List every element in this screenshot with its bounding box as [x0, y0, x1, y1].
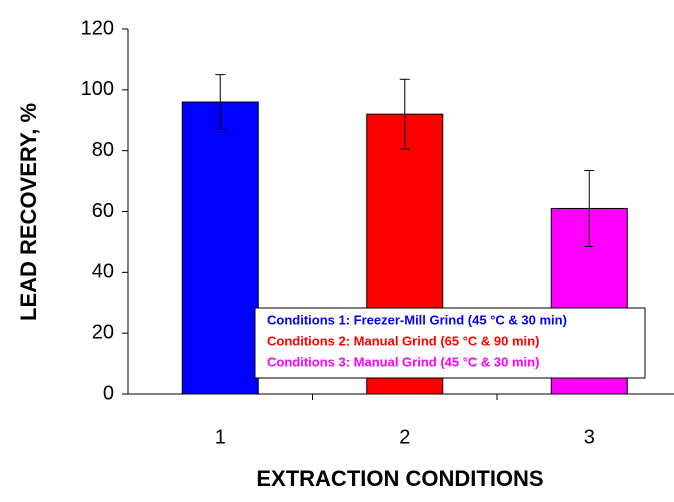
y-tick-label: 60	[92, 200, 114, 222]
y-tick-label: 20	[92, 321, 114, 343]
x-tick-label: 3	[584, 426, 595, 448]
bar	[181, 101, 259, 395]
y-tick-label: 120	[81, 17, 114, 39]
x-tick-label: 1	[215, 426, 226, 448]
x-tick-label: 2	[399, 426, 410, 448]
error-bar	[584, 169, 595, 247]
y-tick-label: 40	[92, 261, 114, 283]
x-axis-title: EXTRACTION CONDITIONS	[256, 466, 543, 491]
error-bar	[399, 78, 410, 150]
y-tick-label: 100	[81, 78, 114, 100]
y-axis-title: LEAD RECOVERY, %	[16, 103, 41, 321]
legend-box	[254, 307, 646, 379]
y-tick-label: 80	[92, 139, 114, 161]
error-bar	[215, 74, 226, 130]
legend-text: Conditions 3: Manual Grind (45 °C & 30 m…	[267, 354, 539, 369]
legend-text: Conditions 2: Manual Grind (65 °C & 90 m…	[267, 333, 539, 348]
legend-text: Conditions 1: Freezer-Mill Grind (45 °C …	[267, 312, 567, 327]
y-tick-label: 0	[103, 382, 114, 404]
